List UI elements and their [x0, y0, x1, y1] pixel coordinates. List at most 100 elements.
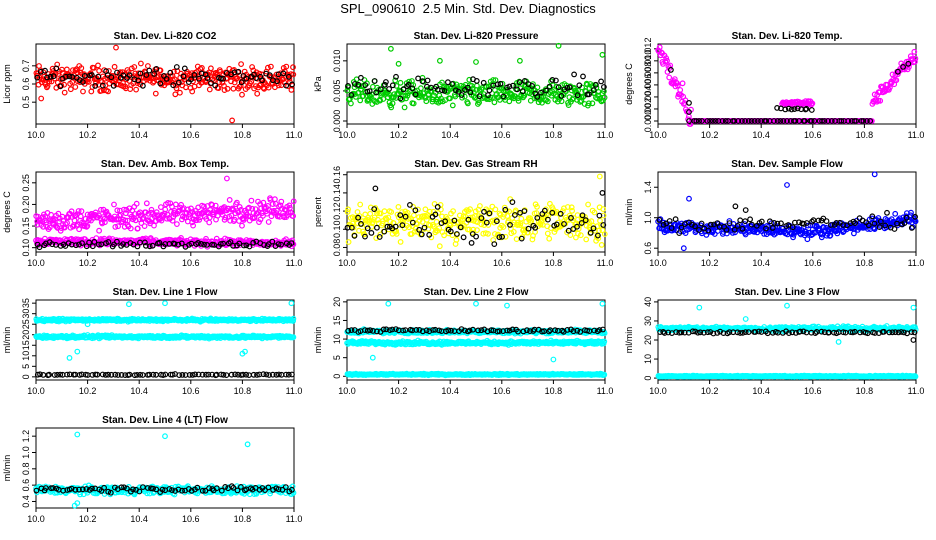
data-point	[134, 243, 141, 250]
data-point	[594, 95, 601, 102]
x-tick-label: 10.6	[493, 258, 511, 268]
data-point	[239, 91, 245, 98]
data-point	[69, 67, 76, 73]
data-point	[494, 81, 501, 88]
figure-title: SPL_090610 2.5 Min. Std. Dev. Diagnostic…	[340, 1, 596, 16]
data-point	[555, 84, 562, 91]
data-point	[577, 232, 584, 239]
data-point	[545, 216, 551, 223]
data-point	[246, 372, 252, 379]
x-tick-label: 10.4	[130, 386, 148, 396]
data-point	[726, 220, 733, 227]
data-point	[206, 86, 213, 93]
data-point	[392, 77, 399, 84]
x-tick-label: 10.8	[545, 130, 563, 140]
y-tick-label: 1.0	[643, 211, 653, 224]
data-point	[589, 100, 596, 107]
data-point	[362, 233, 368, 240]
data-point	[900, 63, 906, 70]
data-point	[204, 241, 210, 248]
data-point	[801, 118, 808, 124]
data-point	[220, 371, 227, 378]
data-point	[553, 83, 560, 90]
data-point	[163, 75, 170, 82]
data-point	[426, 231, 433, 238]
data-point	[593, 81, 599, 88]
x-tick-label: 10.8	[545, 258, 563, 268]
data-point	[78, 208, 85, 215]
data-point	[705, 227, 712, 234]
data-point	[500, 93, 507, 100]
data-point	[345, 239, 352, 245]
data-point	[447, 95, 453, 102]
panel-title: Stan. Dev. Line 1 Flow	[113, 287, 218, 298]
data-point	[265, 219, 272, 225]
data-point	[230, 85, 237, 92]
data-point	[568, 214, 574, 221]
data-point	[404, 92, 411, 99]
data-point	[46, 371, 52, 378]
data-point	[882, 222, 889, 229]
panel-title: Stan. Dev. Line 2 Flow	[424, 287, 529, 298]
data-point	[561, 221, 567, 227]
data-point	[510, 82, 516, 89]
x-tick-label: 10.0	[27, 258, 45, 268]
x-tick-label: 10.0	[338, 386, 356, 396]
data-point	[85, 78, 92, 85]
data-point	[44, 74, 50, 81]
data-point	[541, 207, 548, 214]
data-point	[601, 231, 608, 238]
data-point	[124, 217, 131, 224]
data-point	[415, 206, 421, 213]
data-point	[190, 222, 197, 229]
data-point	[94, 371, 101, 378]
data-point	[432, 211, 439, 218]
data-point	[111, 63, 118, 70]
data-point	[290, 334, 297, 341]
data-point	[248, 197, 255, 204]
data-point	[397, 238, 404, 245]
data-point	[489, 203, 496, 210]
data-point	[663, 55, 670, 62]
data-point	[76, 241, 82, 248]
data-point	[497, 96, 503, 103]
data-point	[702, 228, 709, 235]
data-point	[371, 206, 378, 213]
data-point	[57, 227, 64, 234]
data-point	[528, 217, 535, 224]
data-point	[601, 338, 608, 345]
data-point	[792, 118, 799, 124]
data-point	[108, 74, 115, 81]
data-point	[168, 208, 174, 215]
data-point	[114, 207, 121, 214]
data-point	[534, 214, 541, 221]
data-point	[600, 222, 607, 228]
data-point	[118, 372, 125, 378]
data-point	[794, 105, 801, 112]
data-point	[238, 61, 245, 67]
data-point	[751, 118, 758, 124]
data-point	[465, 100, 471, 107]
data-point	[742, 218, 749, 225]
data-point	[851, 230, 857, 237]
data-point	[137, 70, 144, 77]
data-point	[74, 348, 81, 355]
data-point	[735, 118, 742, 124]
data-point	[423, 98, 430, 105]
data-point	[788, 106, 795, 113]
data-point	[449, 81, 456, 87]
data-point	[400, 86, 407, 93]
data-point	[199, 371, 206, 378]
data-point	[909, 224, 916, 231]
data-point	[486, 210, 493, 217]
panel-title: Stan. Dev. Amb. Box Temp.	[101, 159, 229, 170]
data-point	[491, 241, 498, 248]
data-point	[809, 218, 815, 225]
data-point	[571, 71, 577, 78]
data-point	[510, 228, 517, 235]
data-points	[344, 173, 608, 250]
y-tick-label: 0.004	[643, 86, 653, 109]
x-tick-label: 10.0	[649, 130, 667, 140]
data-point	[534, 84, 541, 91]
